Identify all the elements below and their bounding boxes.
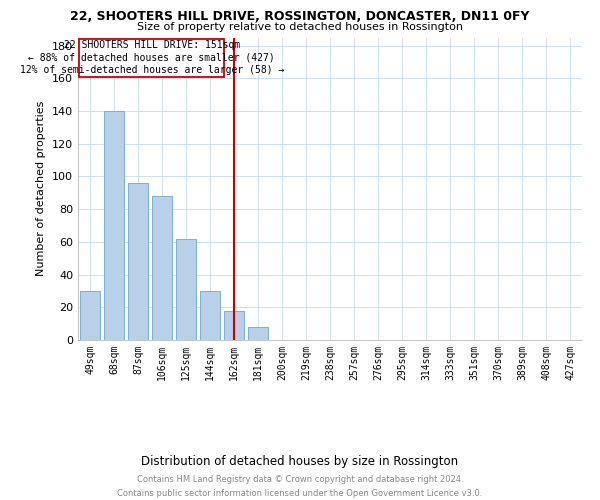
Y-axis label: Number of detached properties: Number of detached properties — [37, 101, 46, 276]
Text: 22, SHOOTERS HILL DRIVE, ROSSINGTON, DONCASTER, DN11 0FY: 22, SHOOTERS HILL DRIVE, ROSSINGTON, DON… — [70, 10, 530, 23]
Text: Contains HM Land Registry data © Crown copyright and database right 2024.
Contai: Contains HM Land Registry data © Crown c… — [118, 476, 482, 498]
Bar — [152, 196, 172, 340]
Bar — [200, 291, 220, 340]
Bar — [224, 310, 244, 340]
Bar — [80, 291, 100, 340]
Text: Distribution of detached houses by size in Rossington: Distribution of detached houses by size … — [142, 455, 458, 468]
Bar — [104, 111, 124, 340]
FancyBboxPatch shape — [79, 39, 224, 76]
Text: 12% of semi-detached houses are larger (58) →: 12% of semi-detached houses are larger (… — [20, 65, 284, 75]
Bar — [128, 183, 148, 340]
Bar — [248, 327, 268, 340]
Text: ← 88% of detached houses are smaller (427): ← 88% of detached houses are smaller (42… — [28, 52, 275, 62]
Text: 22 SHOOTERS HILL DRIVE: 151sqm: 22 SHOOTERS HILL DRIVE: 151sqm — [64, 40, 240, 50]
Text: Size of property relative to detached houses in Rossington: Size of property relative to detached ho… — [137, 22, 463, 32]
Bar — [176, 238, 196, 340]
